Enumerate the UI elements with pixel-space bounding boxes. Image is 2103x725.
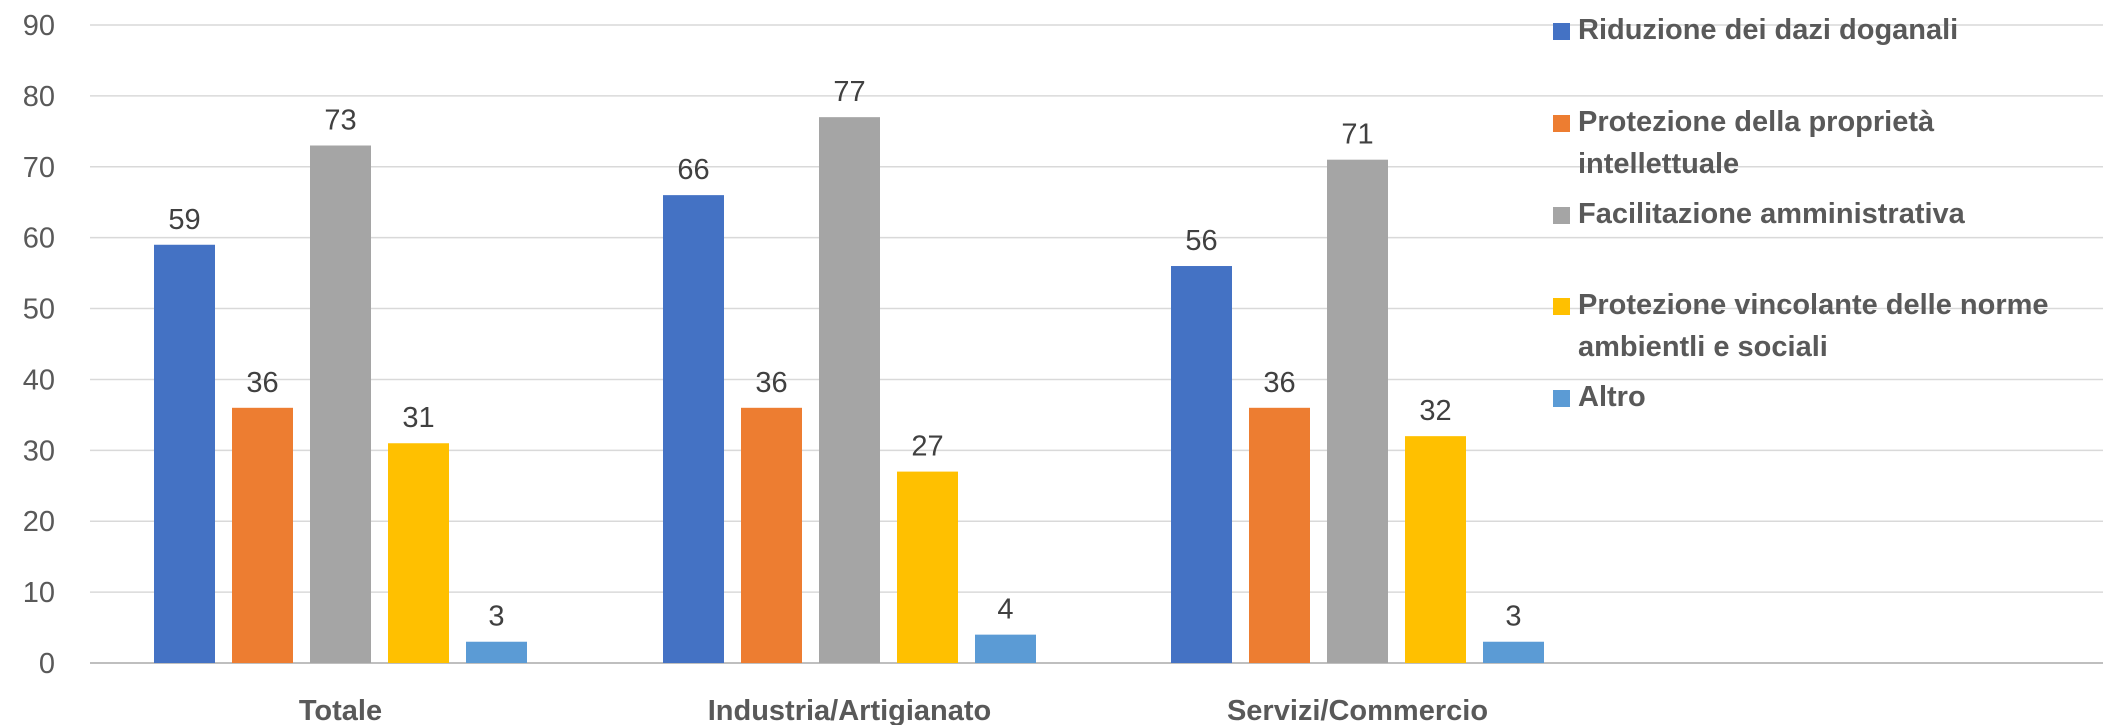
bar [232,407,293,663]
bar [741,407,802,663]
legend-swatch [1553,298,1570,315]
data-label: 73 [324,105,356,137]
category-label: Industria/Artigianato [708,695,992,725]
y-tick-label: 80 [23,81,55,113]
legend-item: Altro [1553,376,2098,418]
y-tick-label: 90 [23,10,55,42]
bar [1171,266,1232,663]
legend-label: Facilitazione amministrativa [1578,198,1965,230]
data-labels: 59 36 73 31 3 66 36 77 27 4 56 36 71 32 3 [168,76,1521,633]
legend-item: Protezione della proprietà intellettuale [1553,101,2098,185]
data-label: 27 [911,431,943,463]
data-label: 71 [1341,119,1373,151]
category-label: Totale [299,695,382,725]
data-label: 31 [402,402,434,434]
data-label: 4 [997,594,1013,626]
bars [154,117,1544,663]
bar [1249,407,1310,663]
bar [1405,436,1466,663]
legend-item: Protezione vincolante delle norme ambien… [1553,284,2098,368]
legend-swatch [1553,207,1570,224]
legend-swatch [1553,390,1570,407]
bar [466,641,527,663]
y-tick-label: 20 [23,506,55,538]
bar [819,117,880,663]
y-tick-label: 10 [23,577,55,609]
data-label: 3 [1505,601,1521,633]
data-label: 36 [246,367,278,399]
bar [154,244,215,663]
y-tick-label: 50 [23,294,55,326]
data-label: 36 [1263,367,1295,399]
bar [975,634,1036,663]
legend-label: Protezione vincolante delle norme ambien… [1578,289,2049,363]
legend-label: Protezione della proprietà intellettuale [1578,106,1935,180]
data-label: 77 [833,76,865,108]
bar [310,145,371,663]
y-tick-label: 30 [23,435,55,467]
category-labels: Totale Industria/Artigianato Servizi/Comme… [299,695,1488,725]
data-label: 3 [488,601,504,633]
legend-label: Altro [1578,381,1646,413]
legend-swatch [1553,23,1570,40]
data-label: 59 [168,204,200,236]
bar [663,195,724,663]
legend-swatch [1553,115,1570,132]
data-label: 36 [755,367,787,399]
y-tick-label: 40 [23,364,55,396]
data-label: 32 [1419,395,1451,427]
bar [897,471,958,663]
data-label: 56 [1185,225,1217,257]
bar [1327,159,1388,663]
bar [388,443,449,663]
legend-item: Facilitazione amministrativa [1553,193,2098,235]
bar [1483,641,1544,663]
y-axis-ticks: 0 10 20 30 40 50 60 70 80 90 [23,10,55,680]
data-label: 66 [677,154,709,186]
y-tick-label: 0 [39,648,55,680]
category-label: Servizi/Commercio [1227,695,1488,725]
y-tick-label: 70 [23,152,55,184]
y-tick-label: 60 [23,223,55,255]
legend-item: Riduzione dei dazi doganali [1553,9,2098,51]
legend-label: Riduzione dei dazi doganali [1578,14,1959,46]
